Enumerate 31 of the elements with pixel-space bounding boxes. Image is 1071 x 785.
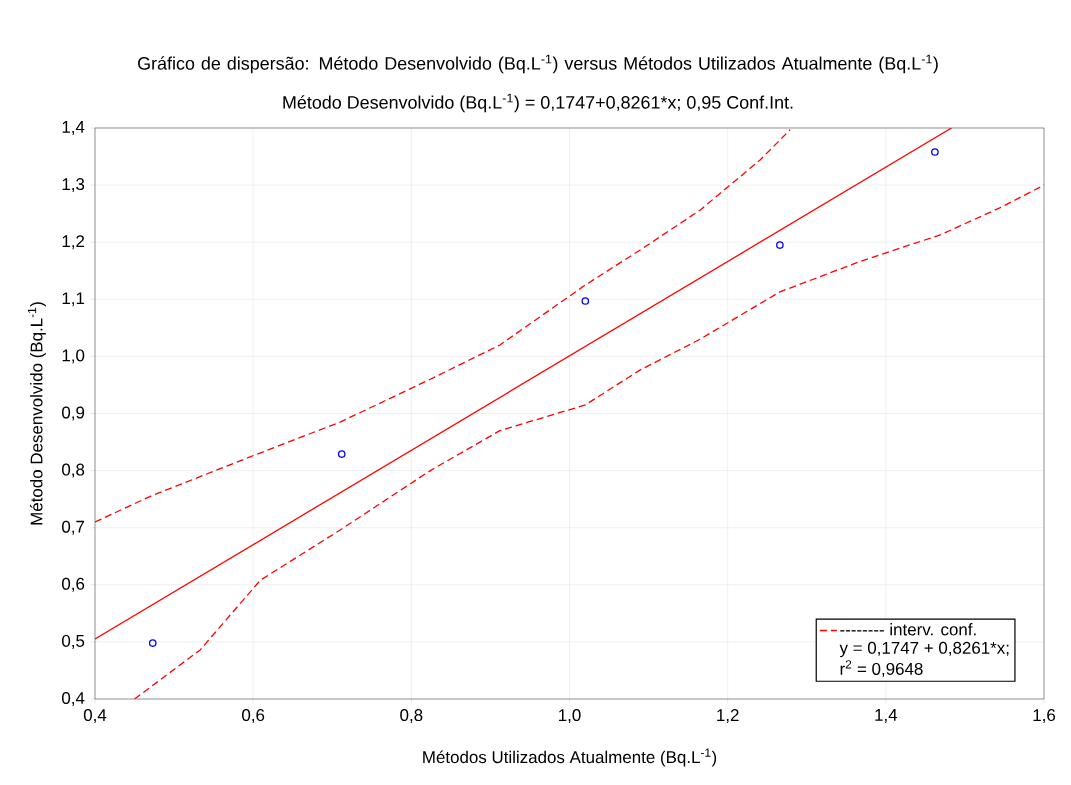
legend-label: -------- interv. conf. bbox=[840, 623, 976, 636]
x-tick-label: 0,8 bbox=[400, 709, 423, 724]
y-tick-label: 1,1 bbox=[62, 292, 85, 307]
point bbox=[931, 148, 939, 156]
x-tick-label: 1,0 bbox=[559, 709, 581, 724]
y-tick-label: 1,4 bbox=[62, 121, 85, 135]
x-tick-label: 1,2 bbox=[717, 709, 739, 724]
point bbox=[337, 450, 346, 458]
x-tick-label: 1,4 bbox=[875, 709, 898, 723]
point bbox=[776, 241, 784, 249]
chart-subtitle: Método Desenvolvido (Bq.L$^{-1}$) = 0,1747+0,8261*x; 0,95 Conf.Int. bbox=[283, 93, 793, 113]
annotation: r$^{2}$ = 0,9648 bbox=[840, 660, 923, 677]
annotation: y = 0,1747 + 0,8261*x; bbox=[839, 641, 1009, 658]
y-tick-label: 1,2 bbox=[62, 235, 85, 250]
point bbox=[581, 297, 590, 305]
x-tick-label: 0,4 bbox=[83, 709, 107, 724]
y-tick-label: 0,6 bbox=[62, 577, 85, 592]
y-tick-label: 1,3 bbox=[62, 178, 85, 193]
y-tick-label: 0,9 bbox=[62, 406, 85, 421]
chart-title: Gráfico de dispersão: Método Desenvolvido (Bq.L$^{-1}$) versus Métodos Utilizados Atualmente (Bq.L$^{-1}$) bbox=[138, 54, 938, 74]
y-tick-label: 0,8 bbox=[62, 463, 85, 478]
y-tick-label: 0,7 bbox=[62, 520, 85, 535]
x-tick-label: 0,6 bbox=[242, 709, 265, 724]
y-tick-label: 0,4 bbox=[62, 692, 85, 706]
y-tick-label: 1,0 bbox=[62, 349, 85, 364]
y-axis-title: Método Desenvolvido (Bq.L$^{-1}$) bbox=[27, 302, 46, 525]
point bbox=[148, 639, 157, 647]
x-tick-label: 1,6 bbox=[1033, 709, 1056, 724]
line-series bbox=[95, 129, 791, 523]
y-tick-label: 0,5 bbox=[62, 634, 85, 649]
x-axis-title: Métodos Utilizados Atualmente (Bq.L$^{-1}$) bbox=[423, 748, 717, 767]
